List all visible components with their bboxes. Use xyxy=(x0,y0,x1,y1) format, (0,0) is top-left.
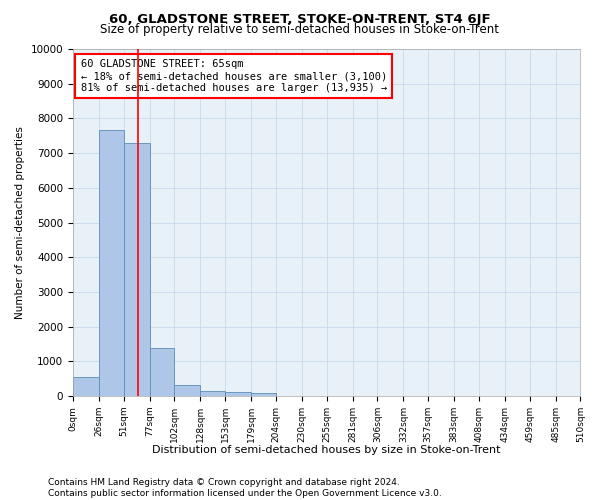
Bar xyxy=(99,130,124,396)
Text: 60 GLADSTONE STREET: 65sqm
← 18% of semi-detached houses are smaller (3,100)
81%: 60 GLADSTONE STREET: 65sqm ← 18% of semi… xyxy=(80,60,387,92)
Bar xyxy=(200,390,225,396)
Bar xyxy=(149,348,175,396)
Text: Contains HM Land Registry data © Crown copyright and database right 2024.
Contai: Contains HM Land Registry data © Crown c… xyxy=(48,478,442,498)
X-axis label: Distribution of semi-detached houses by size in Stoke-on-Trent: Distribution of semi-detached houses by … xyxy=(152,445,501,455)
Text: Size of property relative to semi-detached houses in Stoke-on-Trent: Size of property relative to semi-detach… xyxy=(101,22,499,36)
Bar xyxy=(124,142,149,396)
Bar xyxy=(175,385,200,396)
Bar xyxy=(73,377,99,396)
Text: 60, GLADSTONE STREET, STOKE-ON-TRENT, ST4 6JF: 60, GLADSTONE STREET, STOKE-ON-TRENT, ST… xyxy=(109,12,491,26)
Bar xyxy=(251,393,276,396)
Bar xyxy=(225,392,251,396)
Y-axis label: Number of semi-detached properties: Number of semi-detached properties xyxy=(15,126,25,319)
